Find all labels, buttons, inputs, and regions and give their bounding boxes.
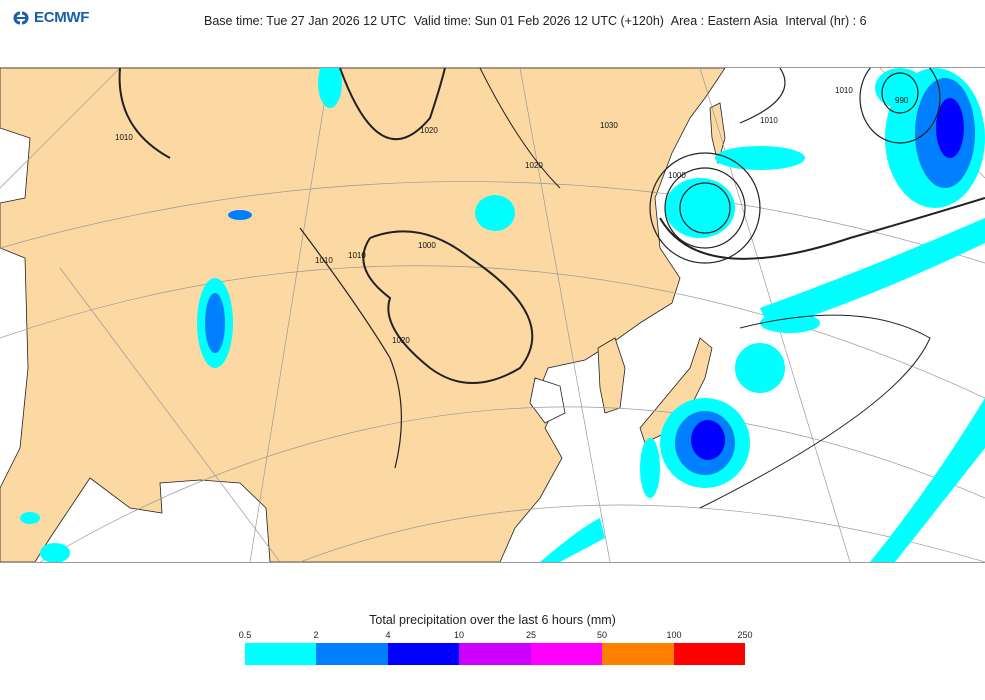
interval: Interval (hr) : 6 (785, 14, 867, 28)
legend-title: Total precipitation over the last 6 hour… (369, 613, 616, 627)
contour-label: 1010 (835, 86, 853, 95)
contour-label: 1020 (525, 161, 543, 170)
ecmwf-logo-icon (13, 11, 29, 24)
legend-tick: 0.5 (238, 630, 252, 640)
contour-label: 1010 (315, 256, 333, 265)
legend-ticks: 0.5 2 4 10 25 50 100 250 (0, 630, 985, 642)
contour-label: 1030 (600, 121, 618, 130)
contour-label: 1010 (115, 133, 133, 142)
land-japan (639, 337, 713, 444)
land-sakhalin (709, 102, 726, 165)
logo-text: ECMWF (34, 9, 90, 26)
contour-label: 1000 (418, 241, 436, 250)
ecmwf-logo: ECMWF (10, 9, 89, 26)
legend-tick: 100 (666, 630, 682, 640)
precipitation-areas (20, 68, 985, 562)
legend-swatch (387, 643, 460, 665)
legend-tick: 4 (385, 630, 391, 640)
legend-colorbar (245, 643, 745, 665)
header-info: Base time: Tue 27 Jan 2026 12 UTC Valid … (204, 14, 871, 28)
contour-label: 1020 (392, 336, 410, 345)
legend-tick: 250 (737, 630, 753, 640)
legend-tick: 50 (596, 630, 608, 640)
legend-swatch (530, 643, 603, 665)
legend-swatch (316, 643, 388, 665)
isobars (118, 68, 985, 509)
precipitation-map[interactable]: 1010 1020 1030 1020 1010 1000 1010 1020 … (0, 67, 985, 563)
legend-swatch (673, 643, 745, 665)
legend-swatch (245, 643, 317, 665)
legend-tick: 25 (525, 630, 537, 640)
valid-time: Valid time: Sun 01 Feb 2026 12 UTC (+120… (413, 14, 664, 28)
base-time: Base time: Tue 27 Jan 2026 12 UTC (204, 14, 407, 28)
legend-tick: 10 (453, 630, 465, 640)
isobar-labels: 1010 1020 1030 1020 1010 1000 1010 1020 … (115, 86, 909, 345)
contour-label: 1010 (348, 251, 366, 260)
area: Area : Eastern Asia (670, 14, 778, 28)
legend-swatch (602, 643, 674, 665)
contour-label: 1000 (668, 171, 686, 180)
contour-label: 1010 (760, 116, 778, 125)
legend-swatch (459, 643, 531, 665)
land-indochina-sea (529, 377, 566, 424)
contour-label: 1020 (420, 126, 438, 135)
legend-tick: 2 (313, 630, 319, 640)
contour-label: 990 (895, 96, 909, 105)
